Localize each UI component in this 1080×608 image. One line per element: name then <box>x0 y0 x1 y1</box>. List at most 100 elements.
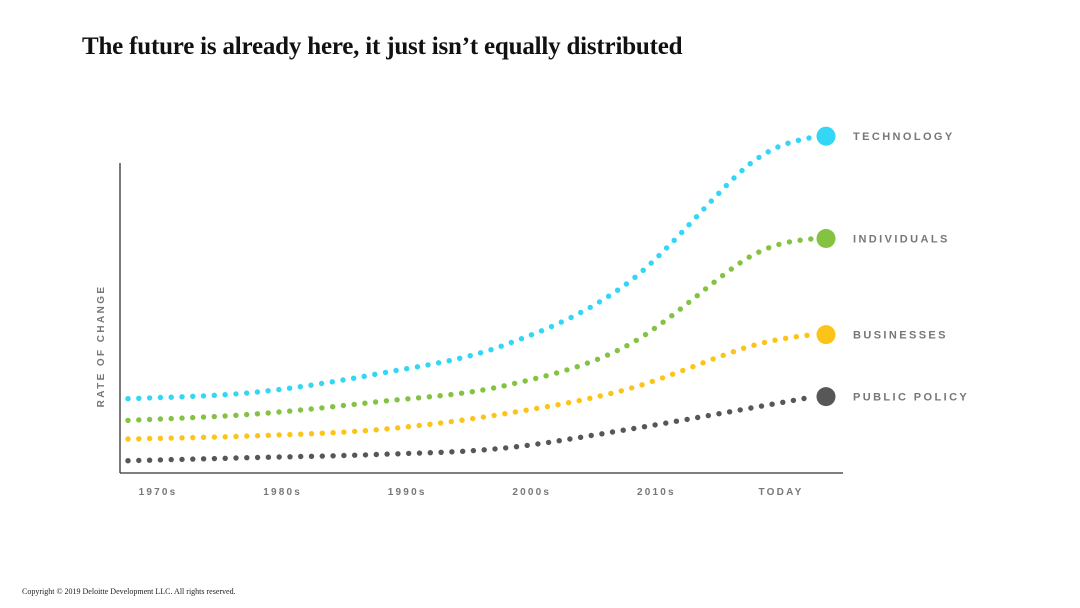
series-dot <box>693 214 700 220</box>
series-dot <box>524 442 530 449</box>
series-dot <box>318 380 325 387</box>
series-dot <box>200 456 207 462</box>
series-dot <box>276 454 282 460</box>
series-dot <box>659 375 666 381</box>
chart-labels: TECHNOLOGY INDIVIDUALS BUSINESSES PUBLIC PO… <box>853 131 969 404</box>
series-dot <box>756 249 762 255</box>
series-dot <box>190 414 196 421</box>
series-dot <box>200 414 207 420</box>
series-dot <box>361 373 367 379</box>
series-dot <box>168 435 174 441</box>
series-dot <box>416 422 422 429</box>
series-dot <box>716 411 722 417</box>
series-dot <box>372 371 378 377</box>
series-dot <box>244 433 250 439</box>
series-dot <box>686 222 692 228</box>
series-dot <box>384 426 390 432</box>
series-dot <box>157 394 164 401</box>
series-dot <box>594 356 601 362</box>
series-dot <box>477 350 484 356</box>
series-dot <box>437 393 443 399</box>
series-dot <box>587 395 593 401</box>
series-dot <box>211 413 217 420</box>
series-dot <box>437 420 444 426</box>
series-dot <box>265 432 271 438</box>
series-dot <box>686 299 692 306</box>
series-dot <box>340 377 346 383</box>
series-dot <box>362 452 369 458</box>
series-dot <box>746 254 752 260</box>
series-dot <box>588 432 594 439</box>
series-dot <box>168 415 174 422</box>
series-dot <box>438 449 444 455</box>
series-dot <box>663 245 670 251</box>
series-dot <box>629 385 635 391</box>
series-dot <box>574 364 580 370</box>
series-dot <box>298 431 304 437</box>
series-dot <box>608 390 614 397</box>
series-dot <box>711 279 717 285</box>
series-dot <box>308 406 314 412</box>
series-dot <box>329 379 335 385</box>
series-dot <box>555 402 561 408</box>
series-dot <box>671 237 677 243</box>
series-dot <box>286 385 293 391</box>
series-dot <box>287 454 293 460</box>
series-dot <box>459 417 465 423</box>
series-dot <box>330 430 336 436</box>
series-dot <box>631 425 637 432</box>
series-dot <box>244 411 250 418</box>
series-dot <box>624 343 630 349</box>
series-dot <box>265 454 272 460</box>
series-dot <box>287 408 293 414</box>
series-dot <box>125 417 131 424</box>
y-axis-title: RATE OF CHANGE <box>96 285 107 408</box>
series-dot <box>352 428 358 435</box>
series-dot <box>233 412 239 418</box>
series-dot <box>596 299 603 305</box>
series-dot <box>609 429 616 435</box>
series-dot <box>545 439 552 446</box>
series-dot <box>426 394 433 400</box>
series-dot <box>641 424 648 430</box>
series-dot <box>553 370 560 376</box>
series-dot <box>254 454 261 461</box>
series-dot <box>720 352 726 358</box>
series-dot <box>701 206 707 212</box>
series-dot <box>535 441 541 447</box>
series-dot <box>341 429 347 435</box>
series-dot <box>656 252 662 259</box>
series-dot <box>470 447 477 454</box>
series-dot <box>168 394 174 400</box>
series-dot <box>786 239 793 245</box>
series-dot <box>382 369 389 376</box>
series-dot <box>276 409 282 415</box>
series-dot <box>340 402 347 409</box>
series-dot <box>190 393 196 399</box>
series-dot <box>705 412 711 419</box>
series-dot <box>373 451 379 458</box>
series-dot <box>761 339 768 346</box>
series-individuals <box>125 229 836 424</box>
page-title: The future is already here, it just isn’… <box>82 33 683 60</box>
series-dot <box>708 198 714 204</box>
series-dot <box>298 453 304 460</box>
series-dot <box>244 455 250 461</box>
series-dot <box>254 411 261 417</box>
series-dot <box>448 391 454 398</box>
series-dot <box>795 137 802 143</box>
series-dot <box>211 392 217 398</box>
series-dot <box>481 447 487 453</box>
series-dot <box>756 154 762 161</box>
series-dot <box>136 417 142 423</box>
series-dot <box>136 436 142 442</box>
series-dot <box>790 397 797 404</box>
series-dot <box>488 347 494 353</box>
series-dot <box>538 328 545 334</box>
series-dot <box>498 343 504 349</box>
series-label: PUBLIC POLICY <box>853 392 969 404</box>
series-businesses <box>125 325 836 442</box>
series-dot <box>780 399 786 405</box>
series-dot <box>508 339 514 346</box>
series-dot <box>200 434 207 440</box>
